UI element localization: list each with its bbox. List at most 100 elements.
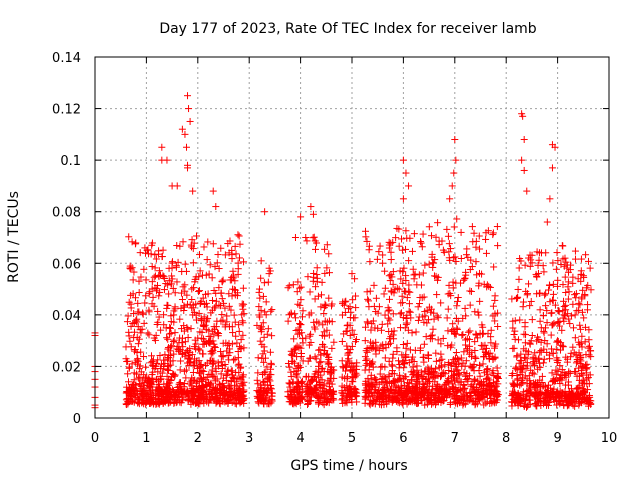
data-point [235, 232, 243, 240]
y-tick-label: 0.04 [52, 309, 81, 324]
data-point [159, 246, 167, 254]
data-point [239, 284, 247, 292]
data-point [186, 348, 194, 356]
data-point [156, 288, 164, 296]
data-point [159, 272, 167, 280]
data-point [149, 293, 157, 301]
data-point [217, 370, 225, 378]
data-point [399, 156, 407, 164]
data-point [195, 309, 203, 317]
data-point [166, 347, 174, 355]
data-point [313, 264, 321, 272]
x-tick-label: 1 [142, 431, 150, 446]
data-point [236, 364, 244, 372]
data-point [444, 327, 452, 335]
data-point [461, 304, 469, 312]
data-point [213, 329, 221, 337]
data-point [199, 350, 207, 358]
data-point [189, 259, 197, 267]
x-tick-label: 0 [91, 431, 99, 446]
data-point [180, 367, 188, 375]
data-point [150, 273, 158, 281]
data-point [194, 334, 202, 342]
data-point [217, 244, 225, 252]
data-point [290, 335, 298, 343]
data-point [363, 288, 371, 296]
data-point [174, 394, 182, 402]
data-point [173, 242, 181, 250]
data-point [185, 105, 193, 113]
data-point [443, 314, 451, 322]
data-point [174, 383, 182, 391]
data-point [200, 340, 208, 348]
data-point [405, 300, 413, 308]
data-point [451, 253, 459, 261]
data-point [202, 290, 210, 298]
data-point [195, 378, 203, 386]
data-point [207, 370, 215, 378]
data-point [141, 299, 149, 307]
x-tick-label: 9 [553, 431, 561, 446]
data-point [154, 318, 162, 326]
data-point [450, 223, 458, 231]
data-point [433, 291, 441, 299]
data-point [209, 346, 217, 354]
data-point [224, 240, 232, 248]
data-point [196, 300, 204, 308]
data-point [234, 348, 242, 356]
data-point [180, 327, 188, 335]
data-point [176, 366, 184, 374]
data-point [215, 284, 223, 292]
data-point [437, 350, 445, 358]
data-point [176, 242, 184, 250]
data-point [482, 235, 490, 243]
y-tick-label: 0.08 [52, 206, 81, 221]
data-point [232, 400, 240, 408]
data-point [123, 389, 131, 397]
data-point [135, 380, 143, 388]
data-point [370, 281, 378, 289]
x-tick-label: 5 [348, 431, 356, 446]
data-point [240, 258, 248, 266]
data-point [131, 347, 139, 355]
y-axis-title: ROTI / TECUs [6, 191, 22, 283]
data-point [195, 251, 203, 259]
data-point [403, 339, 411, 347]
x-tick-label: 2 [194, 431, 202, 446]
data-point [235, 360, 243, 368]
data-point [215, 362, 223, 370]
data-point [395, 225, 403, 233]
data-point [228, 340, 236, 348]
data-point [535, 256, 543, 264]
data-point [514, 285, 522, 293]
data-point [382, 374, 390, 382]
data-point [211, 377, 219, 385]
data-point [393, 224, 401, 232]
data-point [580, 314, 588, 322]
data-point [196, 287, 204, 295]
data-point [160, 365, 168, 373]
data-point [160, 311, 168, 319]
data-point [189, 245, 197, 253]
data-point [285, 379, 293, 387]
data-point [233, 292, 241, 300]
data-point [225, 396, 233, 404]
data-point [451, 136, 459, 144]
data-point [189, 187, 197, 195]
data-point [169, 284, 177, 292]
data-point [445, 240, 453, 248]
data-point [510, 330, 518, 338]
data-point [417, 239, 425, 247]
data-point [188, 295, 196, 303]
data-point [189, 368, 197, 376]
data-point [193, 232, 201, 240]
data-point [268, 332, 276, 340]
data-point [419, 269, 427, 277]
data-point [183, 291, 191, 299]
data-point [171, 329, 179, 337]
data-point [182, 389, 190, 397]
data-point [452, 349, 460, 357]
data-point [395, 242, 403, 250]
data-point [375, 248, 383, 256]
data-point [235, 327, 243, 335]
